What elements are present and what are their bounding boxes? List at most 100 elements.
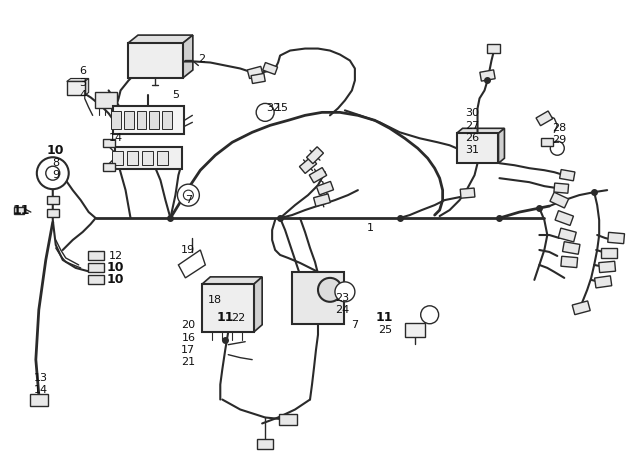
Text: 14: 14 [34, 385, 48, 395]
Bar [541, 138, 553, 146]
Bar [127, 151, 138, 165]
Bar [456, 133, 498, 163]
Bar [460, 188, 475, 198]
Bar [115, 147, 182, 169]
Bar [257, 439, 273, 449]
Text: 9: 9 [52, 170, 60, 180]
Text: 12: 12 [108, 251, 123, 261]
Polygon shape [183, 35, 193, 78]
Text: 14: 14 [108, 133, 123, 143]
Text: 22: 22 [231, 313, 246, 323]
Text: 31: 31 [465, 145, 480, 155]
Bar [88, 251, 104, 260]
Bar [599, 261, 615, 273]
Bar [88, 264, 104, 272]
Circle shape [37, 157, 69, 189]
Bar [30, 394, 47, 406]
Text: 7: 7 [185, 195, 192, 205]
Circle shape [550, 141, 564, 155]
Bar [487, 44, 501, 53]
Polygon shape [456, 128, 505, 133]
Text: 11: 11 [216, 311, 234, 324]
Bar [142, 151, 153, 165]
Polygon shape [85, 78, 89, 95]
Text: 3: 3 [79, 78, 86, 88]
Polygon shape [254, 277, 262, 332]
Polygon shape [498, 128, 505, 163]
Text: 17: 17 [181, 345, 196, 355]
Circle shape [318, 278, 342, 302]
Bar [306, 147, 323, 164]
Bar [558, 228, 576, 242]
Bar [310, 168, 327, 183]
Text: 11: 11 [376, 311, 394, 324]
Text: 32: 32 [266, 104, 280, 114]
Bar [263, 63, 278, 75]
Text: 19: 19 [181, 245, 196, 255]
Text: 10: 10 [107, 274, 124, 286]
Text: 24: 24 [335, 305, 349, 315]
Text: 6: 6 [79, 66, 86, 76]
Circle shape [46, 166, 60, 180]
Text: 26: 26 [465, 133, 480, 143]
Bar [103, 163, 115, 171]
Bar [128, 43, 183, 78]
Bar [480, 70, 495, 81]
Bar [608, 232, 625, 244]
Bar [292, 272, 344, 324]
Bar [203, 284, 254, 332]
Circle shape [335, 282, 355, 302]
Text: 5: 5 [172, 90, 179, 100]
Bar [66, 81, 85, 95]
Bar [313, 194, 330, 206]
Bar [248, 66, 263, 79]
Text: 2: 2 [197, 54, 205, 64]
Bar [111, 111, 120, 129]
Bar [601, 248, 617, 258]
Bar [550, 192, 568, 208]
Bar [123, 111, 134, 129]
Text: 10: 10 [107, 261, 124, 275]
Text: 8: 8 [52, 158, 60, 168]
Bar [157, 151, 168, 165]
Bar [299, 157, 316, 173]
Text: 20: 20 [181, 320, 196, 330]
Bar [572, 301, 590, 314]
Polygon shape [66, 78, 89, 81]
Text: 1: 1 [367, 223, 373, 233]
Bar [561, 256, 578, 267]
Bar [137, 111, 146, 129]
Bar [536, 111, 553, 126]
Text: 15: 15 [275, 104, 289, 114]
Bar [103, 139, 115, 147]
Bar [163, 111, 172, 129]
Text: 18: 18 [208, 295, 222, 305]
Bar [149, 111, 160, 129]
Circle shape [421, 306, 439, 324]
Bar [404, 323, 425, 337]
Circle shape [184, 190, 193, 200]
Bar [47, 196, 59, 204]
Text: 10: 10 [47, 144, 65, 157]
Text: 16: 16 [182, 332, 196, 342]
Bar [112, 151, 123, 165]
Bar [555, 210, 573, 226]
Bar [88, 276, 104, 285]
Text: 13: 13 [34, 372, 48, 382]
Bar [560, 170, 575, 181]
Bar [563, 242, 580, 254]
Text: 21: 21 [181, 357, 196, 367]
Bar [594, 276, 611, 288]
Text: 25: 25 [378, 325, 392, 335]
Polygon shape [203, 277, 262, 284]
Text: 7: 7 [351, 320, 358, 330]
Bar [113, 106, 184, 134]
Bar [14, 207, 24, 214]
Bar [47, 209, 59, 217]
Text: 23: 23 [335, 293, 349, 303]
Text: 28: 28 [552, 124, 567, 133]
Bar [251, 74, 265, 84]
Circle shape [256, 104, 274, 121]
Bar [279, 414, 297, 425]
Text: 29: 29 [552, 135, 567, 145]
